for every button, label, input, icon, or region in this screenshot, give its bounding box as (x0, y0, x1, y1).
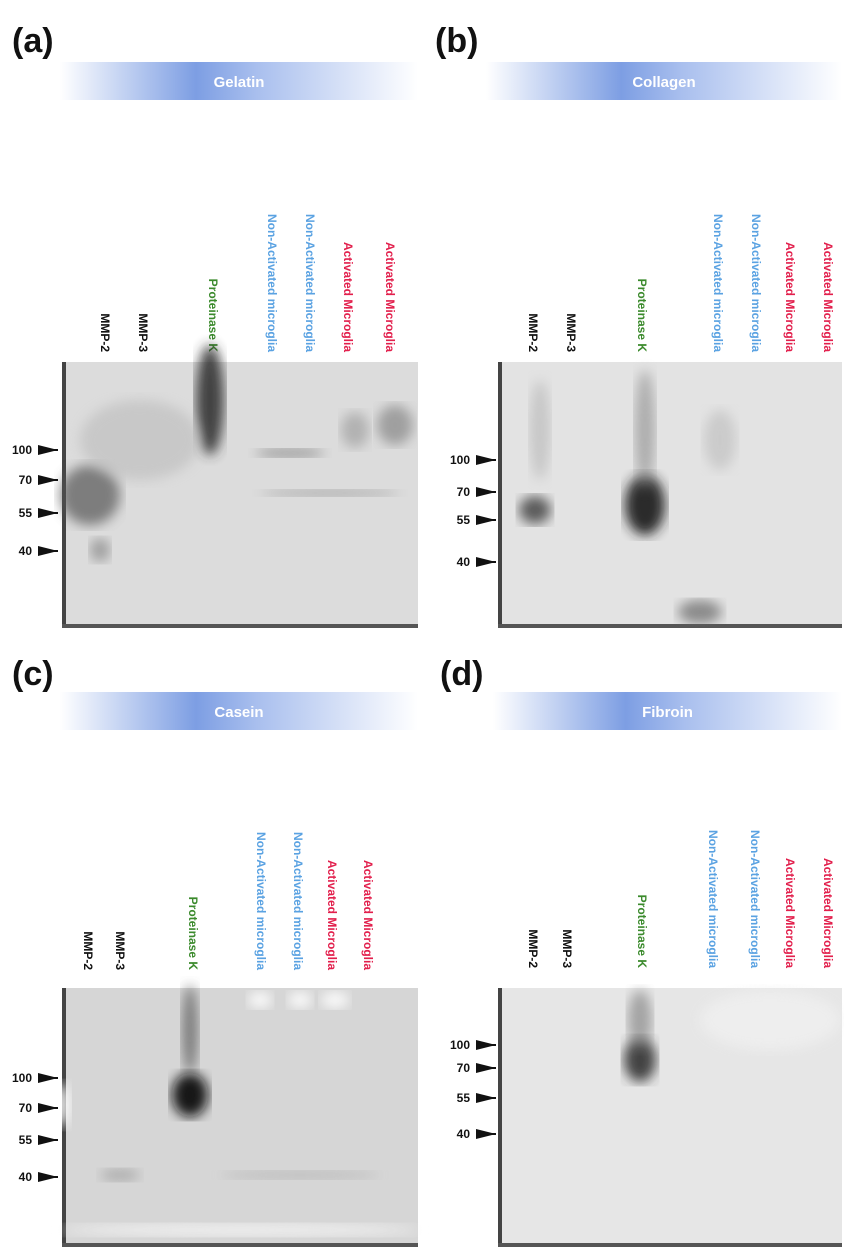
gel-band (704, 410, 736, 470)
lane-label: Proteinase K (206, 279, 220, 353)
marker-label: 55 (457, 513, 471, 527)
gel-band (248, 992, 272, 1008)
gel-band (260, 490, 400, 496)
marker-label: 55 (19, 506, 33, 520)
lane-label: MMP-3 (564, 313, 578, 352)
gel (62, 988, 418, 1247)
marker-label: 70 (457, 1061, 471, 1075)
gel-band (255, 449, 325, 457)
lane-label: Non-Activated microglia (265, 214, 279, 352)
gel-band (196, 345, 224, 455)
gel-band (60, 465, 120, 525)
lane-label: Non-Activated microglia (303, 214, 317, 352)
lane-label: MMP-3 (560, 929, 574, 968)
gel-band (100, 1169, 140, 1181)
panel: (c) Casein MMP-2 MMP-3 Proteinase K Non-Activ… (12, 655, 420, 1247)
gel (498, 362, 842, 628)
lane-label: MMP-2 (526, 313, 540, 352)
lane-label: Activated Microglia (361, 860, 375, 970)
marker-label: 70 (457, 485, 471, 499)
panel-title: Casein (214, 704, 263, 721)
gel-edge (498, 988, 502, 1247)
marker-label: 100 (12, 443, 32, 457)
marker-label: 100 (450, 453, 470, 467)
gel-band (341, 412, 369, 448)
title-band (60, 62, 418, 100)
lane-label: Non-Activated microglia (706, 830, 720, 968)
marker-label: 40 (19, 1170, 33, 1184)
gel-band (90, 538, 110, 562)
gel-band (172, 1073, 208, 1117)
panel: (b) Collagen MMP-2 MMP-3 Proteinase K Non-Act… (435, 22, 842, 628)
lane-label: MMP-2 (98, 313, 112, 352)
lane-label: Non-Activated microglia (291, 832, 305, 970)
lane-label: Proteinase K (635, 895, 649, 969)
gel-edge (62, 624, 418, 628)
gel-band (530, 380, 550, 480)
lane-label: Activated Microglia (783, 858, 797, 968)
gel-band (519, 496, 551, 524)
lane-label: Proteinase K (635, 279, 649, 353)
marker-label: 40 (457, 1127, 471, 1141)
marker-label: 55 (457, 1091, 471, 1105)
title-band (493, 692, 842, 730)
lane-label: Activated Microglia (383, 242, 397, 352)
panel-title: Collagen (632, 74, 695, 91)
gel-band (220, 1171, 380, 1179)
marker-label: 70 (19, 473, 33, 487)
marker-label: 40 (457, 555, 471, 569)
gel-edge (62, 1243, 418, 1247)
lane-label: MMP-3 (136, 313, 150, 352)
gel-band (624, 1038, 656, 1082)
lane-label: Non-Activated microglia (254, 832, 268, 970)
lane-label: Activated Microglia (821, 858, 835, 968)
lane-label: Activated Microglia (783, 242, 797, 352)
gel-band (321, 992, 349, 1008)
marker-label: 40 (19, 544, 33, 558)
gel-band (80, 400, 200, 480)
lane-label: Non-Activated microglia (749, 214, 763, 352)
lane-label: MMP-3 (113, 931, 127, 970)
lane-label: MMP-2 (526, 929, 540, 968)
lane-label: MMP-2 (81, 931, 95, 970)
gel-band (625, 475, 665, 535)
lane-label: Activated Microglia (325, 860, 339, 970)
lane-label: Activated Microglia (821, 242, 835, 352)
gel-band (377, 405, 413, 445)
gel-edge (498, 1243, 842, 1247)
panel: (d) Fibroin MMP-2 MMP-3 Proteinase K Non-Acti… (440, 655, 842, 1247)
gel-edge (498, 624, 842, 628)
marker-label: 100 (12, 1071, 32, 1085)
gel-band (635, 370, 655, 490)
gel-band (288, 992, 312, 1008)
panel-label: (c) (12, 655, 54, 693)
gel-band (60, 1224, 420, 1236)
gel-edge (498, 362, 502, 628)
gel-band (700, 990, 840, 1050)
lane-label: Non-Activated microglia (748, 830, 762, 968)
lane-label: Non-Activated microglia (711, 214, 725, 352)
gel-band (628, 990, 652, 1050)
panel-title: Gelatin (214, 74, 265, 91)
marker-label: 70 (19, 1101, 33, 1115)
lane-label: Activated Microglia (341, 242, 355, 352)
title-band (486, 62, 842, 100)
gel-band (678, 600, 722, 624)
lane-label: Proteinase K (186, 897, 200, 971)
panel-label: (d) (440, 655, 483, 693)
panel-label: (b) (435, 22, 478, 60)
marker-label: 100 (450, 1038, 470, 1052)
marker-label: 55 (19, 1133, 33, 1147)
panel: (a) Gelatin MMP-2 MMP-3 Proteinase K Non-Acti… (12, 22, 418, 628)
gel-band (54, 1083, 70, 1127)
gel-band (182, 985, 198, 1075)
title-band (60, 692, 418, 730)
panel-label: (a) (12, 22, 54, 60)
panel-title: Fibroin (642, 704, 693, 721)
